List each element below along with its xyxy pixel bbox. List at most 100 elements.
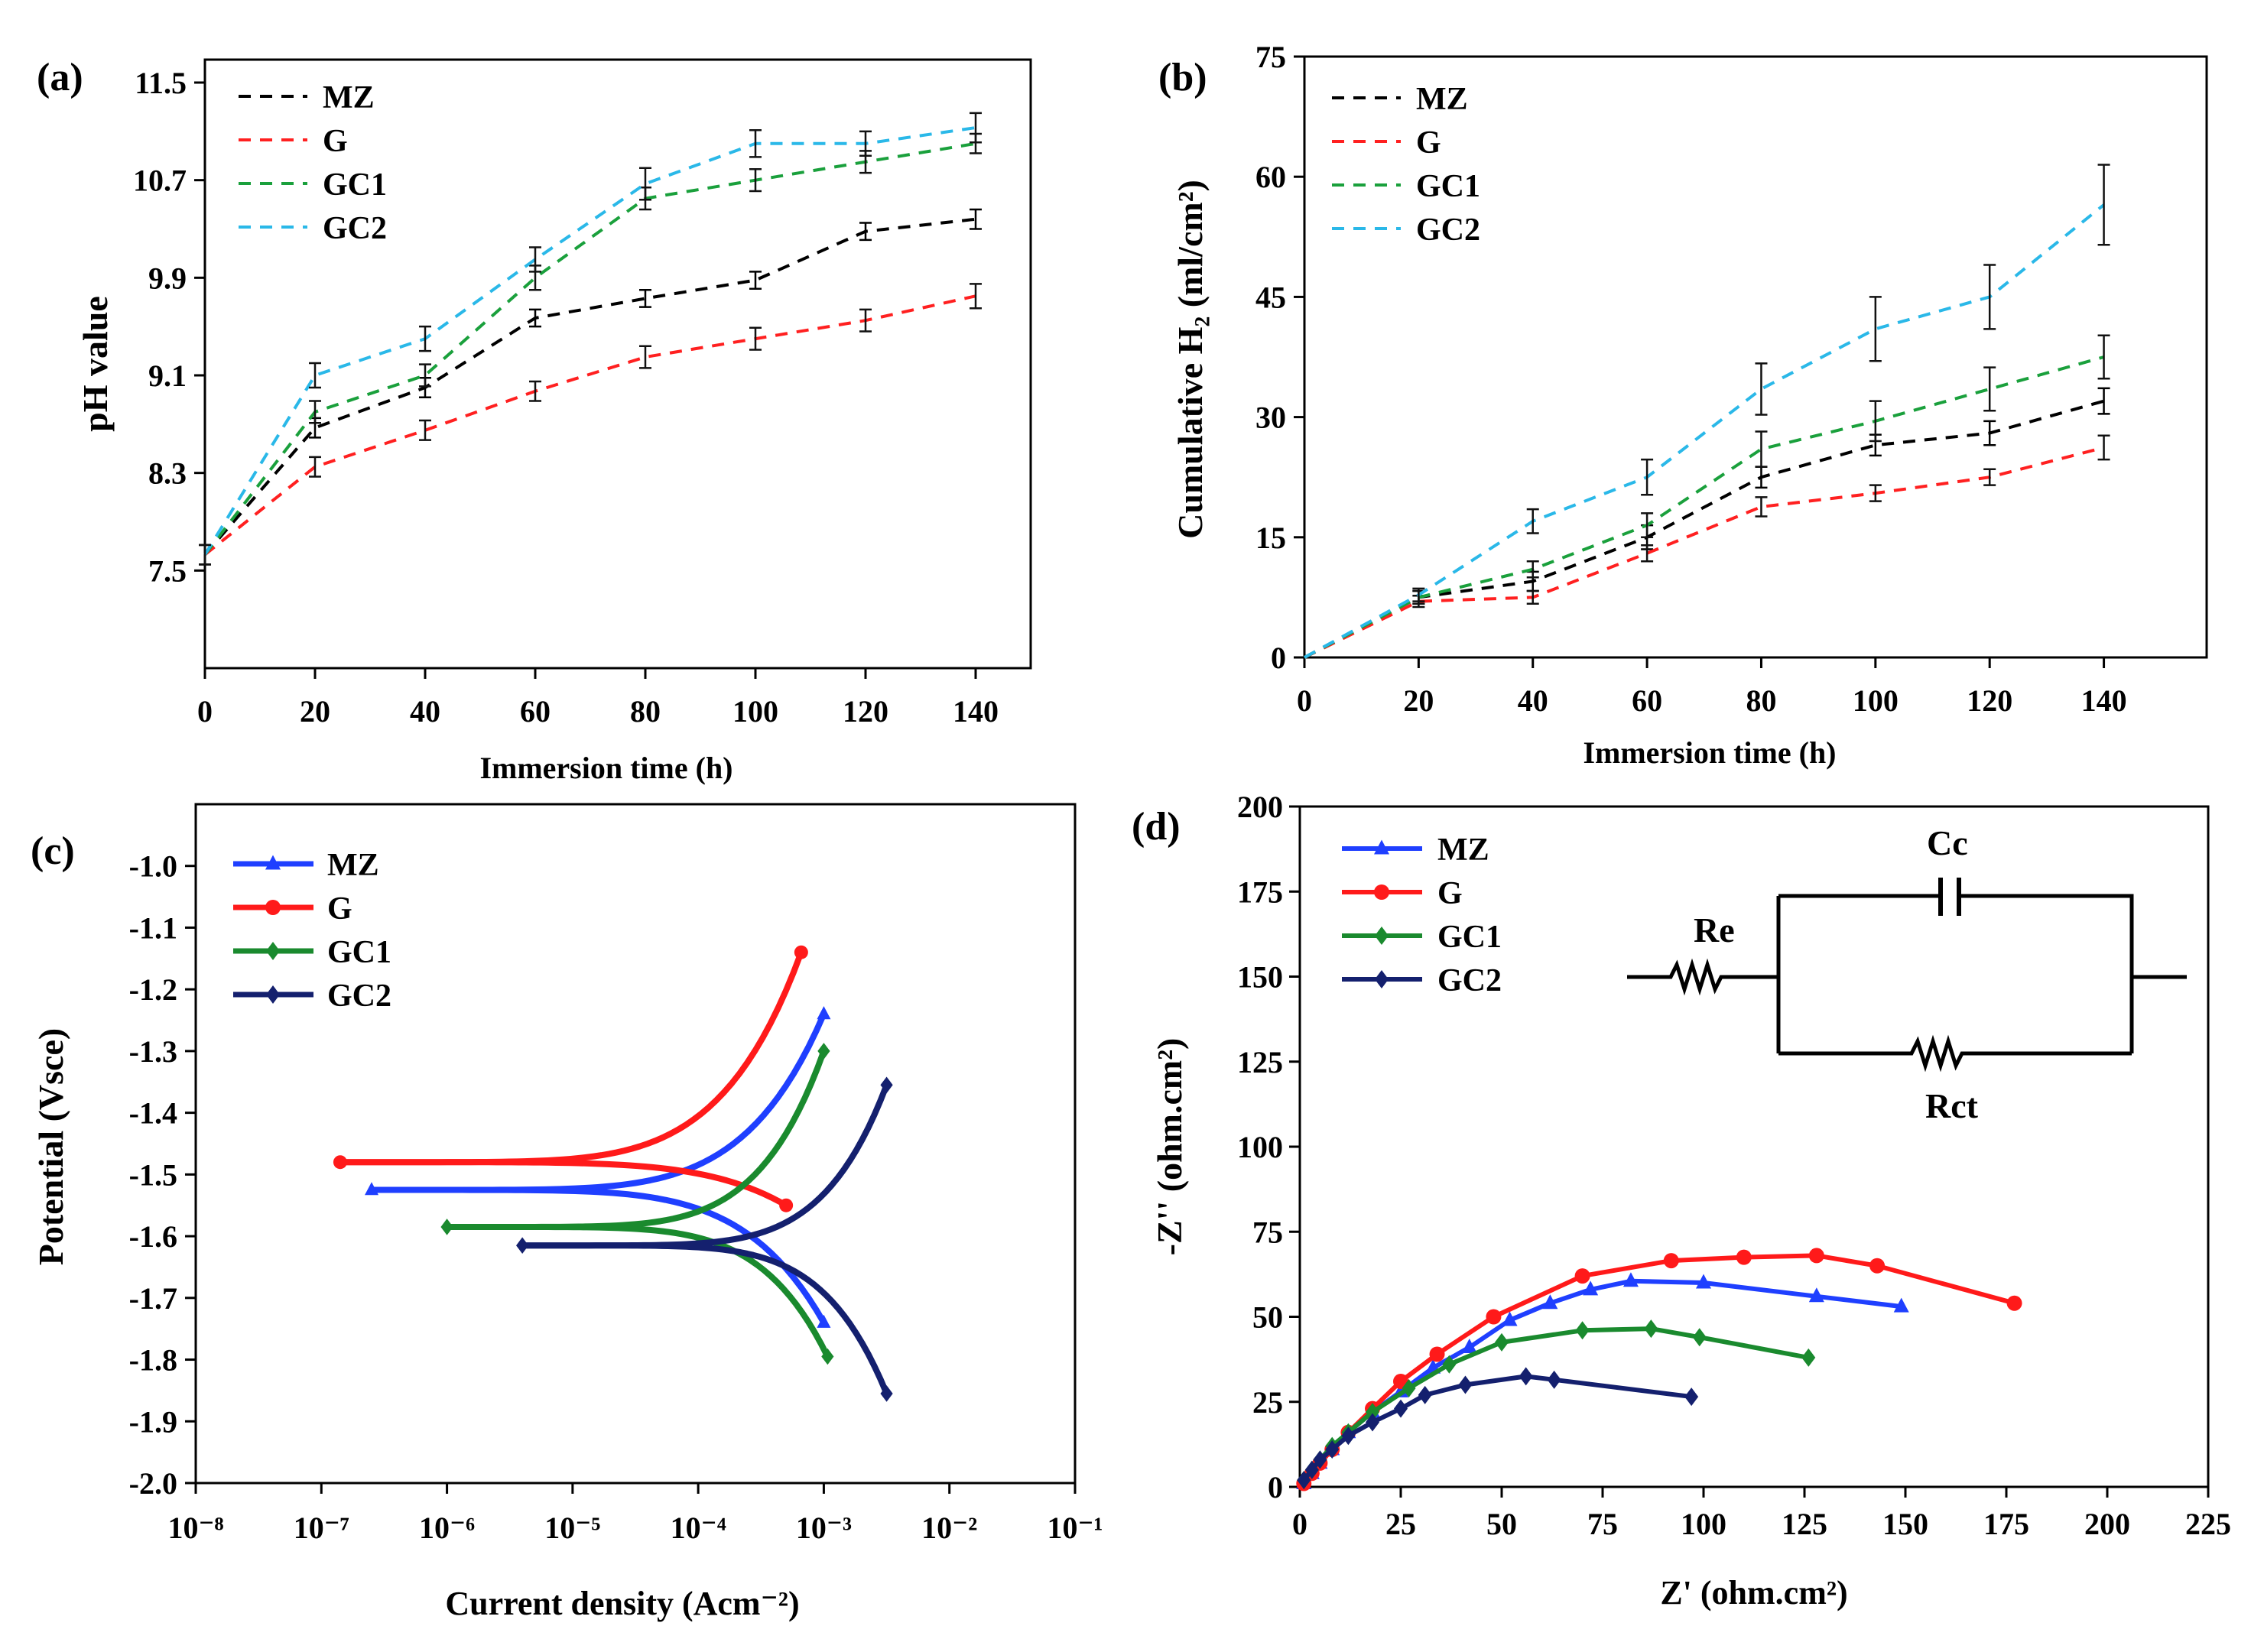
circuit-label-rct: Rct bbox=[1925, 1086, 1979, 1125]
x-tick-label: 10⁻⁷ bbox=[294, 1511, 349, 1545]
x-tick-label: 140 bbox=[953, 694, 999, 729]
y-tick-label: 9.9 bbox=[148, 261, 187, 295]
data-point-mz bbox=[1622, 1272, 1639, 1287]
x-tick-label: 10⁻⁵ bbox=[544, 1511, 600, 1545]
data-point-gc1 bbox=[817, 1043, 830, 1060]
error-bar bbox=[1755, 430, 1768, 468]
y-tick-label: 75 bbox=[1252, 1215, 1283, 1249]
data-point-g bbox=[1869, 1258, 1886, 1274]
y-tick-label: 8.3 bbox=[148, 456, 187, 491]
y-tick-label: 45 bbox=[1255, 280, 1286, 314]
x-tick-label: 10⁻³ bbox=[796, 1511, 852, 1545]
y-tick-label: 175 bbox=[1237, 875, 1283, 909]
data-point-gc2 bbox=[516, 1237, 529, 1254]
data-point-mz bbox=[817, 1314, 831, 1328]
data-point-g bbox=[794, 945, 808, 959]
series-line-gc2 bbox=[1304, 203, 2105, 659]
data-point-g bbox=[1663, 1253, 1679, 1269]
y-tick-label: -1.6 bbox=[129, 1219, 177, 1254]
data-point-g bbox=[333, 1155, 347, 1170]
x-tick-label: 120 bbox=[1967, 683, 2012, 718]
x-tick-label: 0 bbox=[1292, 1507, 1307, 1541]
axis-ticks-c: 10⁻⁸ 10⁻⁷ 10⁻⁶ 10⁻⁵ 10⁻⁴ 10⁻³ 10⁻² 10⁻¹ -1.0 -1.1… bbox=[129, 849, 1103, 1545]
data-point-g bbox=[2006, 1295, 2022, 1311]
error-bar bbox=[529, 246, 541, 273]
error-bar bbox=[1983, 366, 1996, 412]
y-tick-label: -1.8 bbox=[129, 1343, 177, 1378]
error-bar bbox=[1641, 512, 1654, 539]
x-tick-label: 80 bbox=[1746, 683, 1776, 718]
error-bar bbox=[1641, 458, 1654, 496]
legend-c: MZ G GC1 GC2 bbox=[233, 848, 391, 1014]
error-bar bbox=[970, 208, 982, 230]
error-bar bbox=[199, 544, 211, 566]
y-tick-label: -1.7 bbox=[129, 1281, 177, 1316]
y-tick-label: 10.7 bbox=[133, 164, 187, 198]
legend-label-mz: MZ bbox=[1437, 832, 1489, 868]
error-bar bbox=[529, 308, 541, 328]
x-tick-label: 40 bbox=[410, 694, 440, 729]
legend-marker-gc2 bbox=[266, 985, 280, 1004]
legend-label-mz: MZ bbox=[323, 80, 375, 115]
data-point-mz bbox=[817, 1006, 831, 1020]
data-point-mz bbox=[365, 1182, 378, 1196]
data-point-g bbox=[1486, 1309, 1502, 1325]
data-point-mz bbox=[1696, 1274, 1711, 1289]
legend-label-mz: MZ bbox=[1416, 82, 1468, 117]
x-tick-label: 25 bbox=[1385, 1507, 1416, 1541]
y-tick-label: 11.5 bbox=[135, 66, 187, 100]
axis-ticks-b: 0 20 40 60 80 100 120 140 0 15 30 45 60 75 bbox=[1255, 40, 2127, 718]
error-bar bbox=[1641, 544, 1654, 563]
y-tick-label: 75 bbox=[1255, 40, 1286, 74]
panel-label-b: (b) bbox=[1158, 56, 1207, 99]
circuit-wires bbox=[1776, 894, 2187, 1053]
error-bar bbox=[309, 400, 321, 424]
x-tick-label: 40 bbox=[1518, 683, 1548, 718]
x-axis-label-d: Z' (ohm.cm²) bbox=[1660, 1574, 1847, 1611]
legend-label-gc1: GC1 bbox=[327, 935, 391, 970]
y-tick-label: 0 bbox=[1268, 1470, 1283, 1504]
y-tick-label: -1.1 bbox=[129, 910, 177, 945]
series-line-gc2 bbox=[203, 126, 976, 556]
error-bar bbox=[2097, 434, 2110, 461]
y-tick-label: 30 bbox=[1255, 401, 1286, 435]
nyquist-line-g bbox=[1301, 1253, 2016, 1485]
x-axis-label-c: Current density (Acm⁻²) bbox=[445, 1585, 799, 1622]
polarization-branch-gc1 bbox=[447, 1050, 827, 1230]
legend-label-gc1: GC1 bbox=[1416, 169, 1480, 204]
x-tick-label: 175 bbox=[1983, 1507, 2029, 1541]
legend-label-g: G bbox=[1437, 876, 1463, 911]
x-tick-label: 50 bbox=[1486, 1507, 1517, 1541]
panel-a-ph-chart: (a) 0 20 40 60 80 100 120 140 7.5 8.3 9.1 9.9 10.7 11… bbox=[37, 56, 1032, 785]
data-point-gc1 bbox=[1575, 1321, 1590, 1340]
polarization-branch-g bbox=[339, 951, 804, 1166]
panel-label-c: (c) bbox=[31, 829, 75, 873]
error-bar bbox=[859, 308, 872, 333]
error-bar bbox=[1412, 587, 1425, 602]
x-tick-label: 120 bbox=[843, 694, 888, 729]
y-tick-label: 9.1 bbox=[148, 359, 187, 393]
error-bar bbox=[749, 128, 762, 158]
legend-marker-gc1 bbox=[266, 942, 280, 960]
error-bar bbox=[1869, 296, 1882, 362]
data-point-gc2 bbox=[1297, 1471, 1311, 1490]
polarization-branch-gc1 bbox=[447, 1223, 830, 1358]
legend-label-gc2: GC2 bbox=[323, 211, 387, 246]
circuit-label-re: Re bbox=[1694, 910, 1735, 949]
legend-marker-mz bbox=[265, 855, 281, 870]
error-bar bbox=[1755, 362, 1768, 416]
x-axis-label-a: Immersion time (h) bbox=[479, 751, 732, 785]
panel-d-nyquist-chart: (d) 0 25 50 75 100 125 150 175 200 225 0 25 50 75 100 1… bbox=[1132, 790, 2231, 1611]
data-point-gc1 bbox=[1495, 1332, 1509, 1352]
data-point-gc1 bbox=[1402, 1378, 1416, 1397]
legend-label-gc2: GC2 bbox=[1437, 963, 1502, 998]
legend-b: MZ G GC1 GC2 bbox=[1332, 82, 1480, 248]
error-bar bbox=[1983, 468, 1996, 486]
y-tick-label: 25 bbox=[1252, 1385, 1283, 1420]
error-bar bbox=[859, 222, 872, 242]
y-tick-label: 100 bbox=[1237, 1130, 1283, 1164]
plot-frame-b bbox=[1303, 55, 2208, 659]
data-point-mz bbox=[1583, 1280, 1599, 1296]
series-line-g bbox=[1304, 446, 2105, 659]
y-tick-label: -1.0 bbox=[129, 849, 177, 884]
